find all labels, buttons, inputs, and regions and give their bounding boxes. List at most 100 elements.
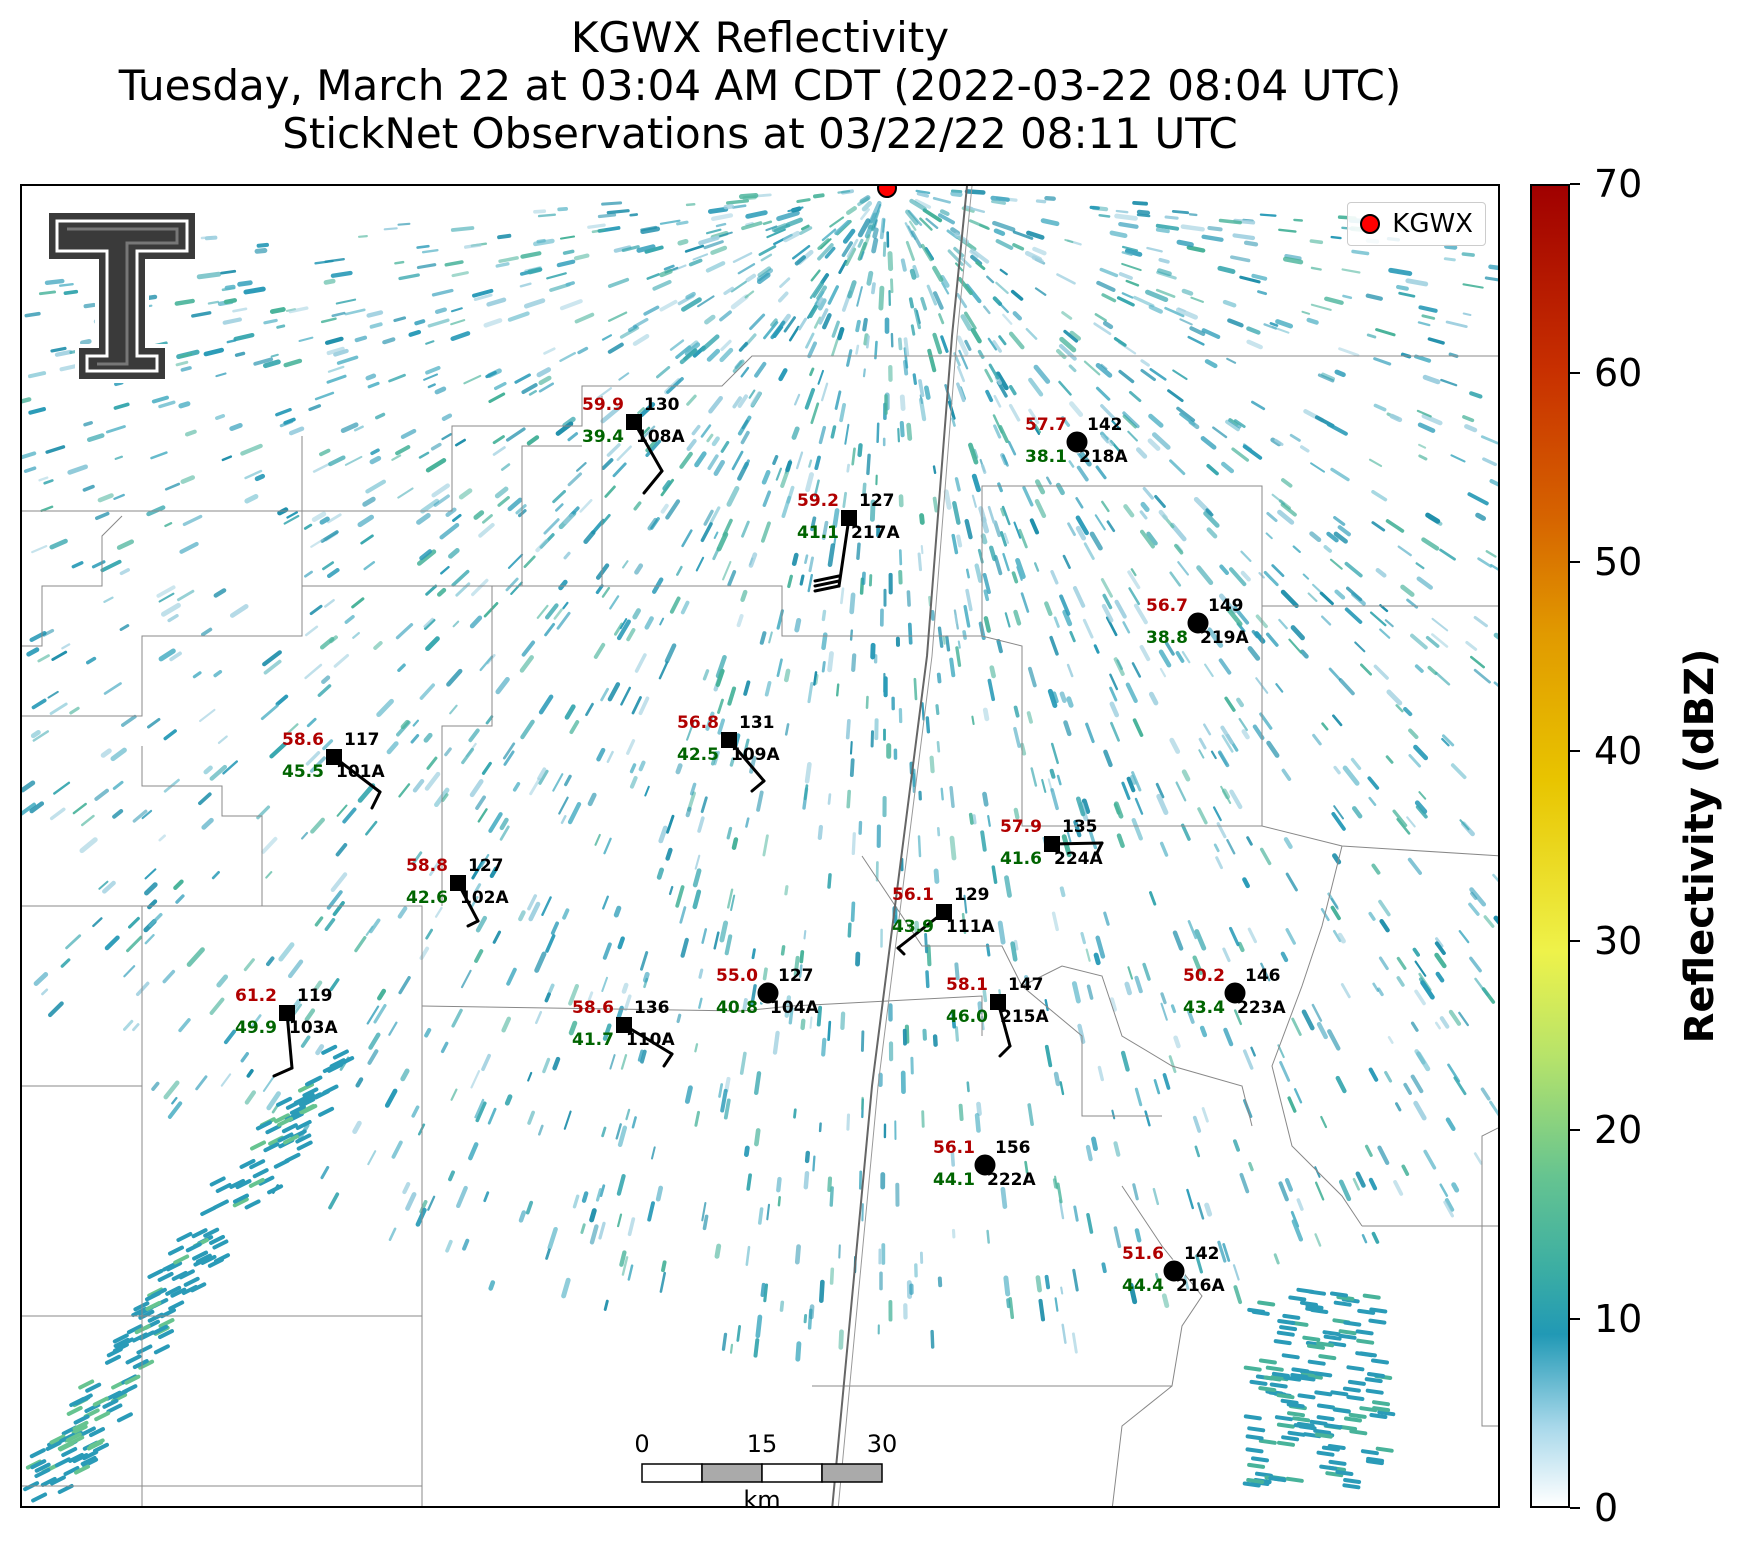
station-111a[interactable]: 56.1 43.9 129 111A xyxy=(892,885,995,956)
station-id: 103A xyxy=(289,1018,338,1038)
station-marker[interactable] xyxy=(1186,611,1210,635)
station-dir: 127 xyxy=(778,966,814,986)
station-dew: 38.1 xyxy=(1025,447,1067,467)
station-temp: 58.6 xyxy=(282,730,324,750)
station-temp: 58.6 xyxy=(572,998,614,1018)
station-219a[interactable]: 56.7 38.8 149 219A xyxy=(1146,596,1249,648)
station-temp: 57.9 xyxy=(1000,817,1042,837)
wind-barb xyxy=(998,1044,1012,1058)
station-215a[interactable]: 58.1 46.0 147 215A xyxy=(946,975,1049,1058)
station-217a[interactable]: 59.2 41.1 127 217A xyxy=(797,491,900,593)
station-temp: 56.7 xyxy=(1146,596,1188,616)
colorbar-tick-label: 50 xyxy=(1594,540,1643,585)
station-109a[interactable]: 56.8 42.5 131 109A xyxy=(677,713,780,793)
station-dew: 42.5 xyxy=(677,745,719,765)
station-dir: 156 xyxy=(995,1138,1031,1158)
station-id: 101A xyxy=(336,762,385,782)
radar-map[interactable]: 59.9 39.4 130 108A 57.7 38.1 142 218A 59.2 41.1 12… xyxy=(20,184,1500,1508)
colorbar-tick-label: 70 xyxy=(1594,162,1643,206)
station-temp: 57.7 xyxy=(1025,415,1067,435)
station-marker[interactable] xyxy=(1044,836,1060,852)
station-dew: 39.4 xyxy=(582,427,624,447)
county-boundaries xyxy=(22,355,1498,1506)
colorbar-tick xyxy=(1570,1507,1580,1509)
station-marker[interactable] xyxy=(1223,981,1247,1005)
scale-label-15: 15 xyxy=(747,1430,778,1458)
wind-barb xyxy=(813,579,841,588)
station-marker[interactable] xyxy=(450,875,466,891)
reflectivity-echoes xyxy=(22,189,1498,1503)
scale-bar: 0 15 30 km xyxy=(634,1430,897,1508)
scale-unit: km xyxy=(743,1486,780,1508)
station-dir: 130 xyxy=(644,395,680,415)
station-224a[interactable]: 57.9 41.6 135 224A xyxy=(1000,817,1104,869)
station-dew: 43.4 xyxy=(1183,998,1225,1018)
station-dir: 131 xyxy=(739,713,775,733)
station-marker[interactable] xyxy=(279,1005,295,1021)
title-radar: KGWX Reflectivity xyxy=(570,13,950,62)
station-id: 102A xyxy=(460,888,509,908)
station-marker[interactable] xyxy=(326,749,342,765)
station-temp: 51.6 xyxy=(1122,1244,1164,1264)
station-marker[interactable] xyxy=(936,904,952,920)
station-temp: 58.8 xyxy=(406,856,448,876)
station-dir: 117 xyxy=(344,730,380,750)
station-id: 108A xyxy=(636,427,685,447)
station-108a[interactable]: 59.9 39.4 130 108A xyxy=(582,395,685,495)
station-marker[interactable] xyxy=(973,1153,997,1177)
station-id: 109A xyxy=(731,745,780,765)
station-dew: 38.8 xyxy=(1146,628,1188,648)
station-dir: 149 xyxy=(1208,596,1244,616)
map-legend: KGWX xyxy=(1347,202,1486,246)
colorbar-tick xyxy=(1570,750,1580,753)
station-temp: 56.1 xyxy=(892,885,934,905)
station-temp: 55.0 xyxy=(716,966,758,986)
station-id: 224A xyxy=(1054,849,1103,869)
station-dir: 129 xyxy=(954,885,990,905)
map-title: KGWX Reflectivity Tuesday, March 22 at 0… xyxy=(20,14,1500,158)
station-id: 104A xyxy=(770,998,819,1018)
wind-barb xyxy=(813,584,841,593)
station-marker[interactable] xyxy=(721,732,737,748)
station-dir: 147 xyxy=(1008,975,1044,995)
station-marker[interactable] xyxy=(990,994,1006,1010)
station-104a[interactable]: 55.0 40.8 127 104A xyxy=(716,966,819,1018)
station-dir: 119 xyxy=(297,986,333,1006)
colorbar-tick xyxy=(1570,372,1580,375)
station-marker[interactable] xyxy=(1065,430,1089,454)
radar-site-marker[interactable] xyxy=(877,186,897,198)
station-temp: 56.1 xyxy=(933,1138,975,1158)
station-marker[interactable] xyxy=(756,981,780,1005)
station-103a[interactable]: 61.2 49.9 119 103A xyxy=(235,986,338,1078)
station-marker[interactable] xyxy=(841,510,857,526)
station-temp: 59.2 xyxy=(797,491,839,511)
colorbar-tick-label: 60 xyxy=(1594,351,1643,396)
wind-barb xyxy=(632,420,664,473)
colorbar-tick xyxy=(1570,1128,1580,1131)
station-dew: 44.1 xyxy=(933,1170,975,1190)
sticknet-stations: 59.9 39.4 130 108A 57.7 38.1 142 218A 59.2 41.1 12… xyxy=(235,395,1286,1296)
station-dir: 127 xyxy=(468,856,504,876)
station-223a[interactable]: 50.2 43.4 146 223A xyxy=(1183,966,1286,1018)
station-id: 216A xyxy=(1176,1276,1225,1296)
station-110a[interactable]: 58.6 41.7 136 110A xyxy=(572,998,675,1068)
station-218a[interactable]: 57.7 38.1 142 218A xyxy=(1025,415,1128,467)
wind-barb xyxy=(750,779,766,793)
station-marker[interactable] xyxy=(626,414,642,430)
station-101a[interactable]: 58.6 45.5 117 101A xyxy=(282,730,385,810)
station-dew: 41.1 xyxy=(797,523,839,543)
station-222a[interactable]: 56.1 44.1 156 222A xyxy=(933,1138,1036,1190)
station-102a[interactable]: 58.8 42.6 127 102A xyxy=(406,856,509,928)
colorbar-tick-label: 0 xyxy=(1594,1486,1619,1530)
station-temp: 50.2 xyxy=(1183,966,1225,986)
station-216a[interactable]: 51.6 44.4 142 216A xyxy=(1122,1244,1225,1296)
scale-label-0: 0 xyxy=(634,1430,649,1458)
radar-map-canvas[interactable]: 59.9 39.4 130 108A 57.7 38.1 142 218A 59.2 41.1 12… xyxy=(22,186,1500,1508)
title-datetime: Tuesday, March 22 at 03:04 AM CDT (2022-… xyxy=(118,61,1402,110)
station-dew: 46.0 xyxy=(946,1007,988,1027)
station-dew: 44.4 xyxy=(1122,1276,1164,1296)
station-marker[interactable] xyxy=(1162,1259,1186,1283)
reflectivity-colorbar xyxy=(1530,184,1570,1508)
station-marker[interactable] xyxy=(616,1017,632,1033)
station-dew: 41.6 xyxy=(1000,849,1042,869)
